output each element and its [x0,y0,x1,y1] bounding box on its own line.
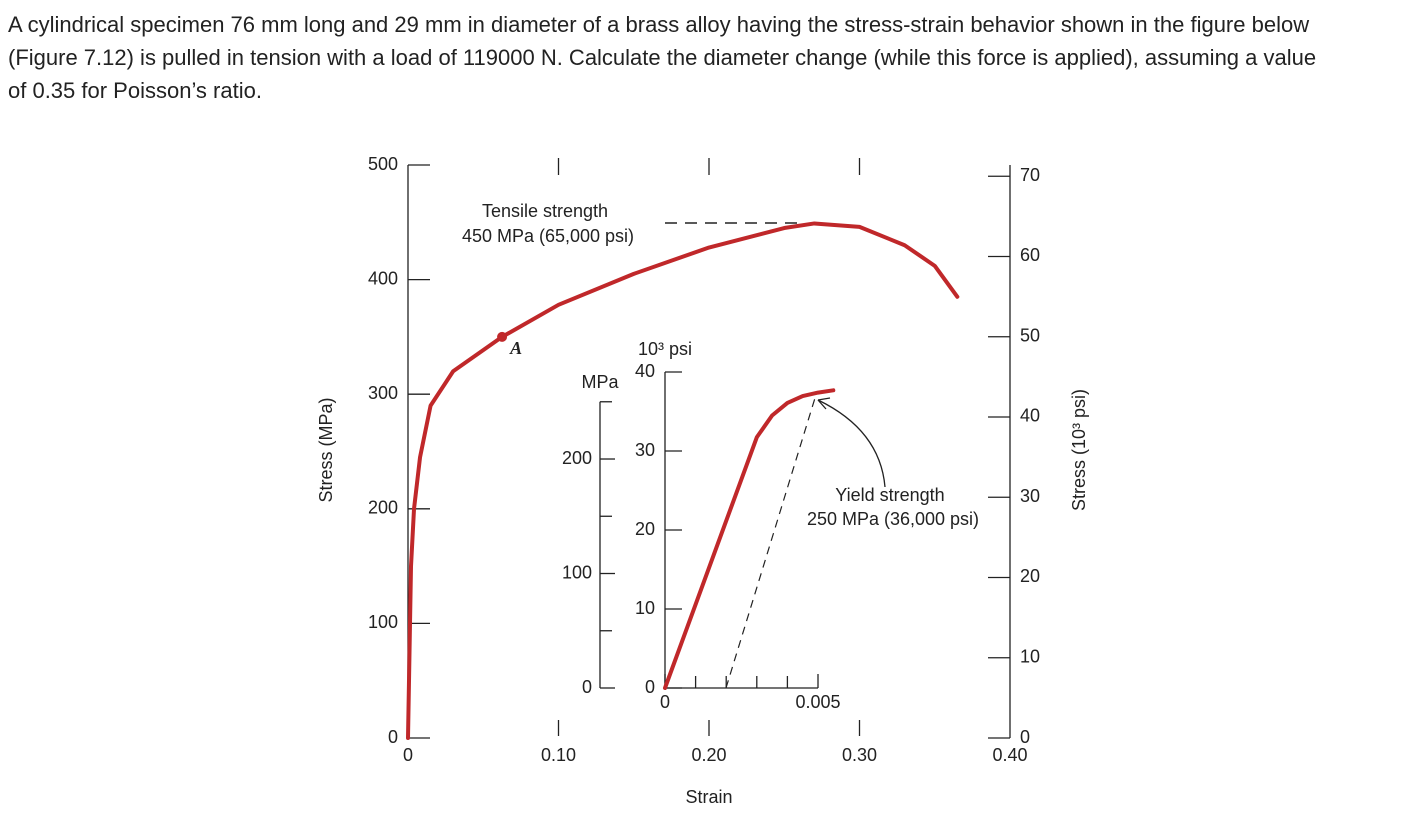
arrow-head [817,397,831,410]
curve [406,221,960,740]
annotation: 250 MPa (36,000 psi) [807,509,979,529]
question-line: A cylindrical specimen 76 mm long and 29… [8,12,1310,37]
inset-y-unit: MPa [581,372,619,392]
inset-y2-tick-label: 30 [635,440,655,460]
y2-tick-label: 30 [1020,486,1040,506]
y2-tick-label: 20 [1020,566,1040,586]
x-tick-label: 0.40 [992,745,1027,765]
x-tick-label: 0.30 [842,745,877,765]
point [497,331,508,342]
y-tick-label: 500 [368,154,398,174]
y2-tick-label: 60 [1020,245,1040,265]
x-tick-label: 0.10 [541,745,576,765]
inset-x-tick-label: 0 [660,692,670,712]
y-tick-label: 0 [388,727,398,747]
y2-axis-label: Stress (10³ psi) [1069,389,1089,511]
curve [663,388,836,690]
inset-y-tick-label: 0 [582,677,592,697]
annotation: 450 MPa (65,000 psi) [462,226,634,246]
inset-y2-tick-label: 40 [635,361,655,381]
y-tick-label: 400 [368,268,398,288]
inset-y2-tick-label: 20 [635,519,655,539]
inset-y2-tick-label: 0 [645,677,655,697]
annotation: Yield strength [835,485,944,505]
x-tick-label: 0 [403,745,413,765]
question-line: (Figure 7.12) is pulled in tension with … [8,45,1317,70]
inset-y2-tick-label: 10 [635,598,655,618]
offset-line [725,397,816,689]
point-label: A [509,338,522,358]
yield-arrow [817,399,886,488]
question: A cylindrical specimen 76 mm long and 29… [8,8,1316,107]
inset-y-tick-label: 200 [562,448,592,468]
question-line: of 0.35 for Poisson’s ratio. [8,78,262,103]
x-axis-label: Strain [685,787,732,807]
x-tick-label: 0.20 [691,745,726,765]
y2-tick-label: 70 [1020,165,1040,185]
annotation: Tensile strength [482,201,608,221]
y-axis-label: Stress (MPa) [316,397,336,502]
y2-tick-label: 10 [1020,646,1040,666]
y-tick-label: 200 [368,498,398,518]
y-tick-label: 300 [368,383,398,403]
inset-y-tick-label: 100 [562,562,592,582]
inset-y2-unit: 10³ psi [638,339,692,359]
y-tick-label: 100 [368,612,398,632]
y2-tick-label: 40 [1020,406,1040,426]
y2-tick-label: 0 [1020,727,1030,747]
y2-tick-label: 50 [1020,325,1040,345]
inset-x-tick-label: 0.005 [795,692,840,712]
